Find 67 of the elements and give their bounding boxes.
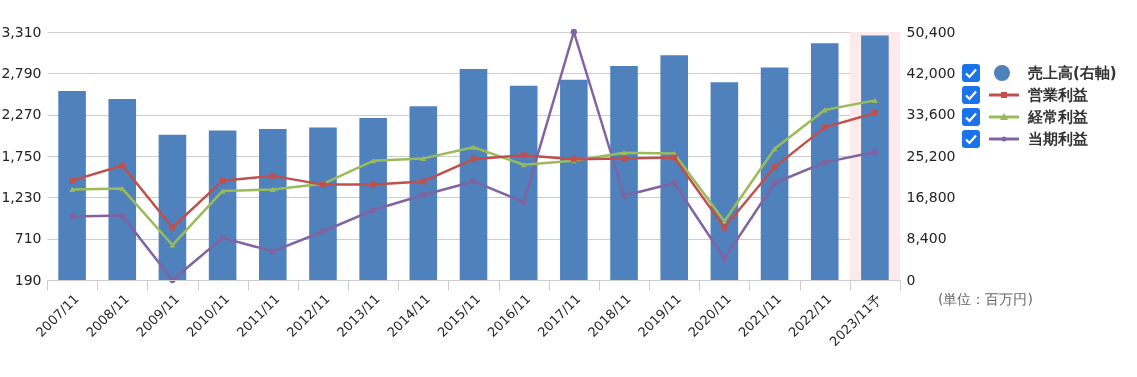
bar bbox=[710, 82, 739, 280]
y-tick-label: 2,790 bbox=[1, 64, 42, 81]
y-tick-label: 3,310 bbox=[1, 23, 42, 40]
point bbox=[620, 192, 628, 199]
bar bbox=[409, 106, 438, 280]
point bbox=[219, 177, 226, 184]
legend-label: 当期利益 bbox=[1028, 129, 1088, 149]
point bbox=[169, 242, 176, 248]
bar bbox=[309, 127, 337, 280]
point bbox=[520, 152, 527, 159]
bar bbox=[660, 55, 688, 280]
y2-tick-label: 42,000 bbox=[906, 64, 956, 81]
point bbox=[721, 255, 728, 262]
legend-label: 営業利益 bbox=[1028, 85, 1088, 105]
y2-tick-label: 8,400 bbox=[906, 230, 947, 247]
y2-tick-label: 33,600 bbox=[906, 106, 956, 123]
y2-tick-label: 25,200 bbox=[906, 147, 956, 164]
point bbox=[871, 148, 879, 156]
bar bbox=[259, 128, 287, 280]
bar bbox=[760, 67, 789, 280]
point bbox=[570, 28, 578, 36]
bar bbox=[560, 79, 588, 280]
point bbox=[872, 97, 878, 103]
y2-tick-label: 0 bbox=[906, 271, 916, 288]
legend-label: 経常利益 bbox=[1028, 107, 1088, 127]
text: (単位：百万円) bbox=[938, 291, 1033, 309]
point bbox=[671, 179, 678, 187]
point bbox=[269, 172, 276, 179]
bar bbox=[108, 98, 137, 280]
point bbox=[470, 144, 477, 150]
point bbox=[821, 124, 828, 131]
point bbox=[771, 179, 778, 187]
point bbox=[269, 186, 276, 192]
point bbox=[269, 248, 276, 255]
y-tick-label: 2,270 bbox=[1, 106, 42, 123]
point bbox=[420, 155, 427, 161]
point bbox=[369, 206, 377, 214]
y2-tick-label: 16,800 bbox=[906, 188, 956, 205]
point bbox=[69, 186, 75, 192]
bar bbox=[359, 118, 387, 280]
bar bbox=[158, 134, 187, 280]
point bbox=[69, 177, 75, 184]
point bbox=[470, 178, 477, 185]
bar bbox=[459, 68, 488, 280]
point bbox=[621, 155, 627, 162]
point bbox=[872, 110, 878, 116]
y2-tick-label: 50,400 bbox=[906, 23, 956, 40]
bar bbox=[208, 130, 237, 280]
y-tick-label: 1,750 bbox=[1, 147, 42, 164]
point bbox=[520, 198, 527, 206]
y-tick-label: 710 bbox=[14, 230, 42, 247]
bar bbox=[58, 91, 86, 280]
point bbox=[319, 228, 327, 235]
point bbox=[671, 154, 678, 161]
point bbox=[370, 181, 377, 188]
point bbox=[821, 159, 828, 166]
y-tick-label: 1,230 bbox=[1, 188, 42, 205]
point bbox=[119, 212, 126, 219]
point bbox=[119, 186, 126, 192]
point bbox=[219, 234, 226, 242]
bar bbox=[610, 65, 638, 280]
point bbox=[420, 191, 427, 199]
bar bbox=[810, 43, 839, 280]
legend-label: 売上高(右軸) bbox=[1028, 63, 1117, 83]
bar bbox=[509, 85, 538, 280]
point bbox=[68, 213, 76, 220]
y-tick-label: 190 bbox=[14, 271, 42, 288]
